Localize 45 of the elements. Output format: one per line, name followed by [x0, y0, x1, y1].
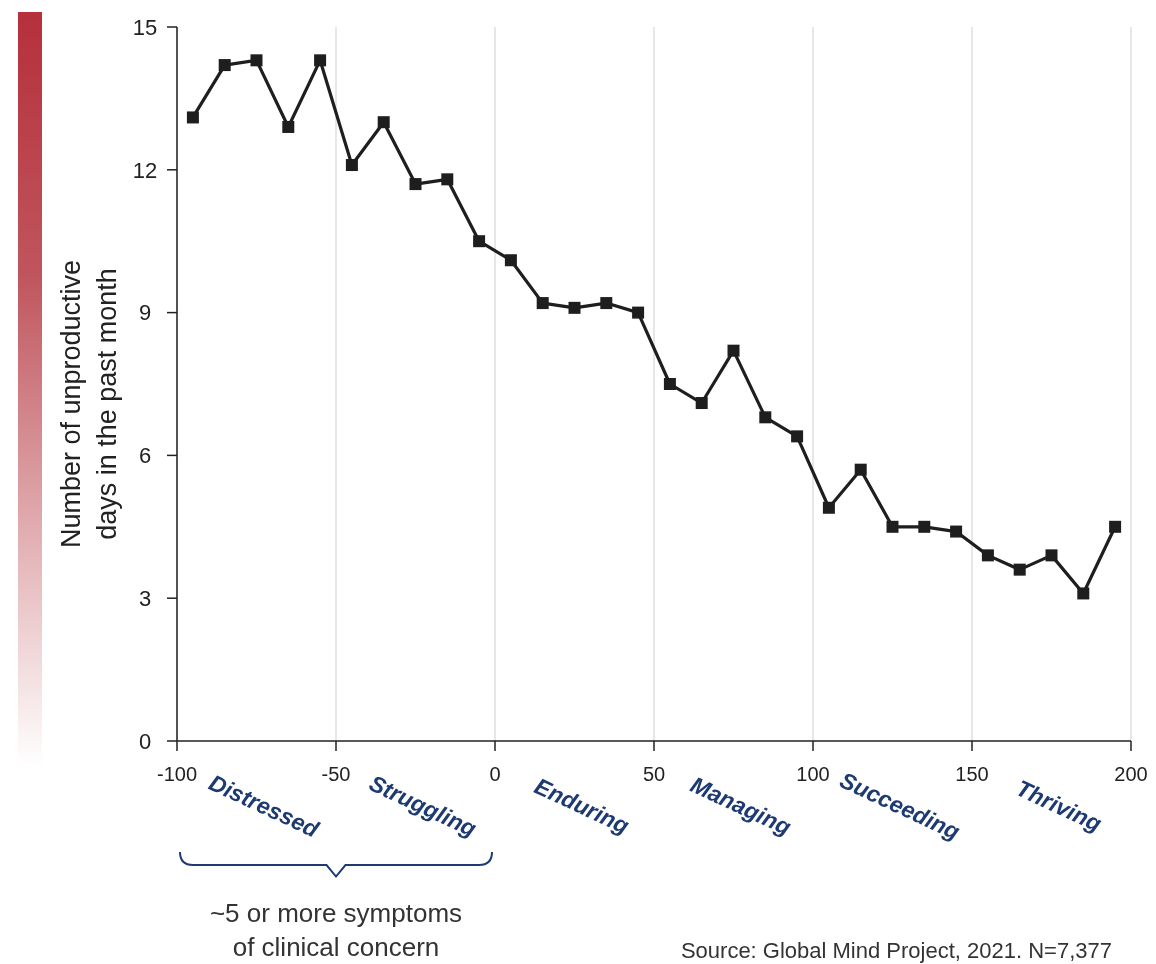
- point: [282, 120, 295, 133]
- point: [663, 378, 676, 390]
- point: [1109, 520, 1122, 533]
- point: [822, 501, 835, 514]
- point: [409, 178, 422, 191]
- point: [727, 344, 740, 357]
- y-tick-label: 15: [132, 14, 158, 40]
- point: [218, 59, 231, 72]
- point: [345, 159, 358, 172]
- point: [950, 525, 963, 538]
- y-tick-label: 3: [138, 585, 152, 611]
- point: [250, 54, 263, 67]
- x-tick-label: 0: [489, 763, 501, 785]
- point: [981, 549, 994, 562]
- x-tick-label: -50: [321, 763, 351, 785]
- y-tick-label: 6: [138, 443, 152, 469]
- x-tick-label: 50: [642, 763, 666, 785]
- point: [441, 173, 454, 186]
- point: [695, 397, 708, 410]
- text: ~5 or more symptoms of clinical concern: [209, 898, 463, 962]
- point: [568, 301, 581, 314]
- point: [600, 297, 613, 310]
- point: [791, 430, 804, 443]
- point: [759, 411, 772, 424]
- point: [886, 520, 899, 533]
- point: [1077, 587, 1090, 600]
- x-tick-label: 200: [1114, 763, 1148, 785]
- point: [632, 306, 645, 319]
- point: [918, 520, 931, 533]
- point: [1013, 563, 1026, 576]
- y-tick-label: 9: [138, 300, 152, 326]
- x-tick-label: 100: [796, 763, 830, 785]
- source-note: Source: Global Mind Project, 2021. N=7,377: [680, 938, 1112, 963]
- y-tick-label: 12: [132, 157, 158, 183]
- point: [377, 116, 390, 129]
- point: [536, 297, 549, 310]
- x-tick-label: -100: [156, 763, 198, 785]
- point: [1045, 549, 1058, 562]
- point: [504, 254, 517, 267]
- point: [854, 463, 867, 476]
- point: [186, 111, 199, 124]
- y-tick-label: 0: [138, 728, 152, 754]
- point: [473, 235, 486, 248]
- point: [314, 54, 327, 67]
- y-axis-title: Number of unproductive days in the past month: [56, 259, 122, 549]
